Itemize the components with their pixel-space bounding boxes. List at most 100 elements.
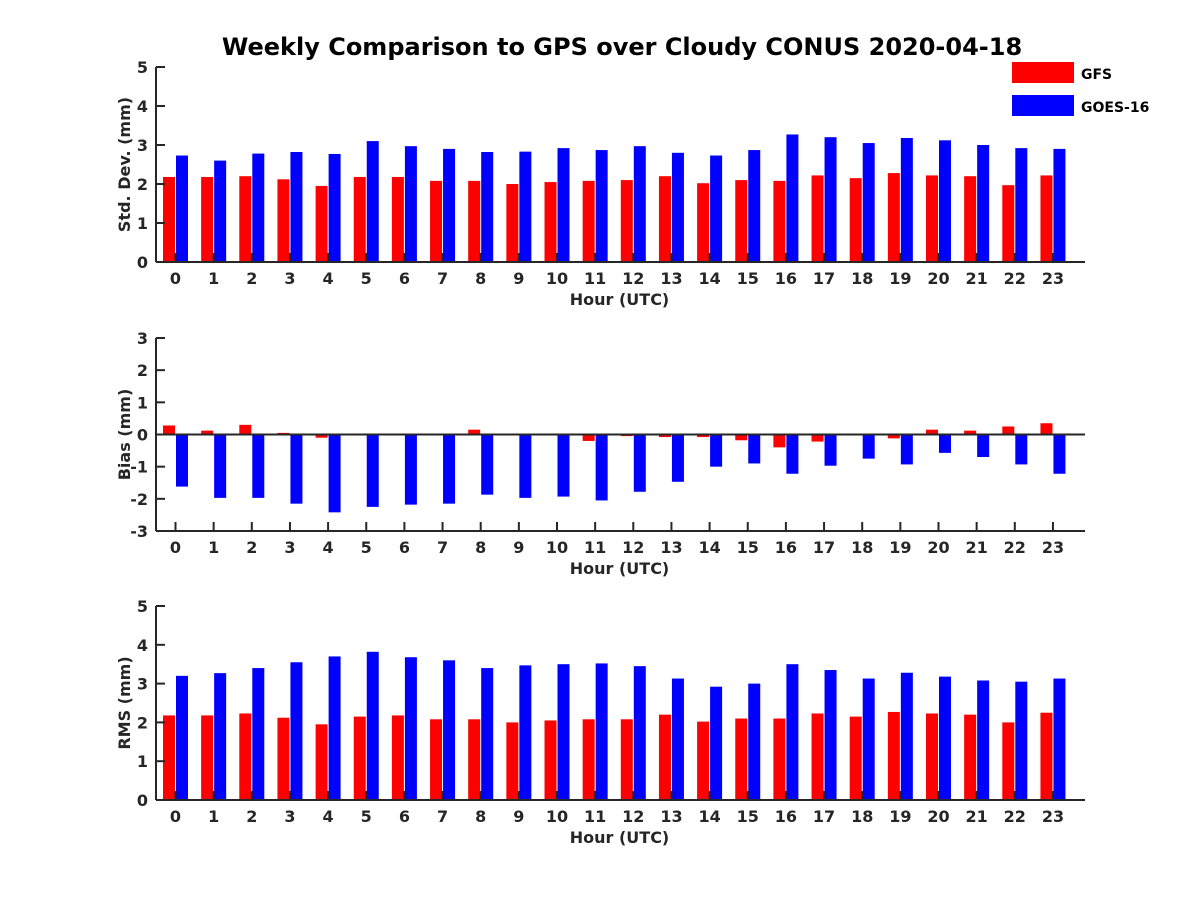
rms-xtick-label: 6 xyxy=(399,807,410,826)
bias-bar-gfs-23 xyxy=(1040,423,1053,435)
rms-bar-gfs-8 xyxy=(468,719,481,800)
rms-xtick-label: 15 xyxy=(737,807,759,826)
rms-ytick-label: 1 xyxy=(137,752,148,771)
std-dev-bar-goes16-12 xyxy=(633,146,646,262)
std-dev-xtick-label: 20 xyxy=(927,269,949,288)
rms-xtick-label: 7 xyxy=(437,807,448,826)
bias-xtick-label: 0 xyxy=(170,538,181,557)
bias-bar-goes16-15 xyxy=(748,434,761,464)
std-dev-xlabel: Hour (UTC) xyxy=(570,290,670,309)
std-dev-bar-gfs-5 xyxy=(353,176,366,262)
bias-bar-gfs-1 xyxy=(201,430,214,435)
bias-ytick-label: -3 xyxy=(130,522,148,541)
bias-bar-goes16-12 xyxy=(633,434,646,492)
bias-bar-goes16-11 xyxy=(595,434,608,501)
bias-bar-gfs-14 xyxy=(697,434,710,438)
bias-bar-gfs-11 xyxy=(582,434,595,441)
rms-bar-goes16-20 xyxy=(939,676,951,800)
rms-xtick-label: 23 xyxy=(1042,807,1064,826)
std-dev-ytick-label: 5 xyxy=(137,58,148,77)
std-dev-bar-goes16-11 xyxy=(595,150,608,262)
std-dev-bar-gfs-11 xyxy=(582,180,595,262)
bias-xtick-label: 12 xyxy=(622,538,644,557)
rms-xtick-label: 13 xyxy=(660,807,682,826)
std-dev-bar-gfs-4 xyxy=(315,185,328,262)
rms-ytick-label: 2 xyxy=(137,713,148,732)
rms-bar-gfs-9 xyxy=(506,722,519,800)
rms-bar-goes16-16 xyxy=(786,664,799,800)
rms-bar-gfs-6 xyxy=(391,715,404,800)
bias-xtick-label: 19 xyxy=(889,538,911,557)
rms-bar-goes16-17 xyxy=(824,670,837,800)
bias-bar-gfs-2 xyxy=(239,424,252,435)
std-dev-bar-gfs-6 xyxy=(391,176,404,262)
bias-bar-goes16-14 xyxy=(710,434,723,467)
rms-bar-gfs-11 xyxy=(582,719,595,800)
rms-bar-goes16-7 xyxy=(443,660,456,800)
bias-bar-goes16-16 xyxy=(786,434,799,474)
rms-xlabel: Hour (UTC) xyxy=(570,828,670,847)
rms-bar-goes16-8 xyxy=(481,668,494,800)
std-dev-bar-goes16-2 xyxy=(252,153,265,262)
rms-bar-gfs-17 xyxy=(811,713,824,800)
rms-bar-goes16-19 xyxy=(900,672,913,800)
std-dev-ytick-label: 0 xyxy=(137,253,148,272)
std-dev-xtick-label: 5 xyxy=(361,269,372,288)
rms-bar-gfs-16 xyxy=(773,718,786,800)
std-dev-xtick-label: 1 xyxy=(208,269,219,288)
bias-bar-gfs-21 xyxy=(964,430,977,435)
legend-label-goes16: GOES-16 xyxy=(1081,100,1149,116)
rms-bar-goes16-21 xyxy=(977,680,990,800)
bias-xtick-label: 1 xyxy=(208,538,219,557)
rms-xtick-label: 14 xyxy=(698,807,720,826)
bias-xtick-label: 18 xyxy=(851,538,873,557)
std-dev-bar-gfs-2 xyxy=(239,176,252,262)
std-dev-ylabel: Std. Dev. (mm) xyxy=(115,97,134,232)
rms-xtick-label: 5 xyxy=(361,807,372,826)
std-dev-bar-gfs-16 xyxy=(773,180,786,262)
rms-xtick-label: 1 xyxy=(208,807,219,826)
std-dev-bar-goes16-5 xyxy=(366,141,379,262)
bias-bar-goes16-0 xyxy=(176,434,188,487)
rms-bar-goes16-15 xyxy=(748,683,761,800)
bias-xtick-label: 23 xyxy=(1042,538,1064,557)
std-dev-bar-goes16-20 xyxy=(939,140,951,262)
std-dev-xtick-label: 23 xyxy=(1042,269,1064,288)
bias-bar-gfs-8 xyxy=(468,429,481,435)
std-dev-xtick-label: 16 xyxy=(775,269,797,288)
bias-xtick-label: 4 xyxy=(323,538,334,557)
std-dev-xtick-label: 18 xyxy=(851,269,873,288)
std-dev-bar-goes16-21 xyxy=(977,145,990,262)
std-dev-bar-gfs-9 xyxy=(506,184,519,262)
std-dev-xtick-label: 15 xyxy=(737,269,759,288)
std-dev-bar-gfs-7 xyxy=(430,180,443,262)
bias-xtick-label: 5 xyxy=(361,538,372,557)
rms-ytick-label: 3 xyxy=(137,675,148,694)
std-dev-bar-gfs-18 xyxy=(849,178,862,262)
std-dev-xtick-label: 17 xyxy=(813,269,835,288)
std-dev-bar-gfs-0 xyxy=(163,176,175,262)
rms-bar-gfs-23 xyxy=(1040,712,1053,800)
rms-bar-goes16-9 xyxy=(519,665,532,800)
rms-bar-gfs-19 xyxy=(887,711,900,800)
bias-xtick-label: 3 xyxy=(284,538,295,557)
rms-bar-gfs-5 xyxy=(353,716,366,800)
bias-bar-goes16-17 xyxy=(824,434,837,466)
rms-bar-gfs-1 xyxy=(201,715,214,800)
std-dev-bar-goes16-23 xyxy=(1053,148,1066,262)
std-dev-xtick-label: 21 xyxy=(966,269,988,288)
bias-bar-goes16-23 xyxy=(1053,434,1066,474)
rms-bar-gfs-20 xyxy=(926,713,938,800)
std-dev-xtick-label: 8 xyxy=(475,269,486,288)
std-dev-bar-gfs-8 xyxy=(468,180,481,262)
rms-xtick-label: 2 xyxy=(246,807,257,826)
bias-bar-goes16-4 xyxy=(328,434,341,513)
bias-xtick-label: 20 xyxy=(927,538,949,557)
bias-bar-gfs-13 xyxy=(658,434,671,438)
std-dev-xtick-label: 7 xyxy=(437,269,448,288)
std-dev-bar-gfs-17 xyxy=(811,175,824,262)
rms-bar-gfs-21 xyxy=(964,714,977,800)
std-dev-bar-goes16-0 xyxy=(176,155,188,262)
